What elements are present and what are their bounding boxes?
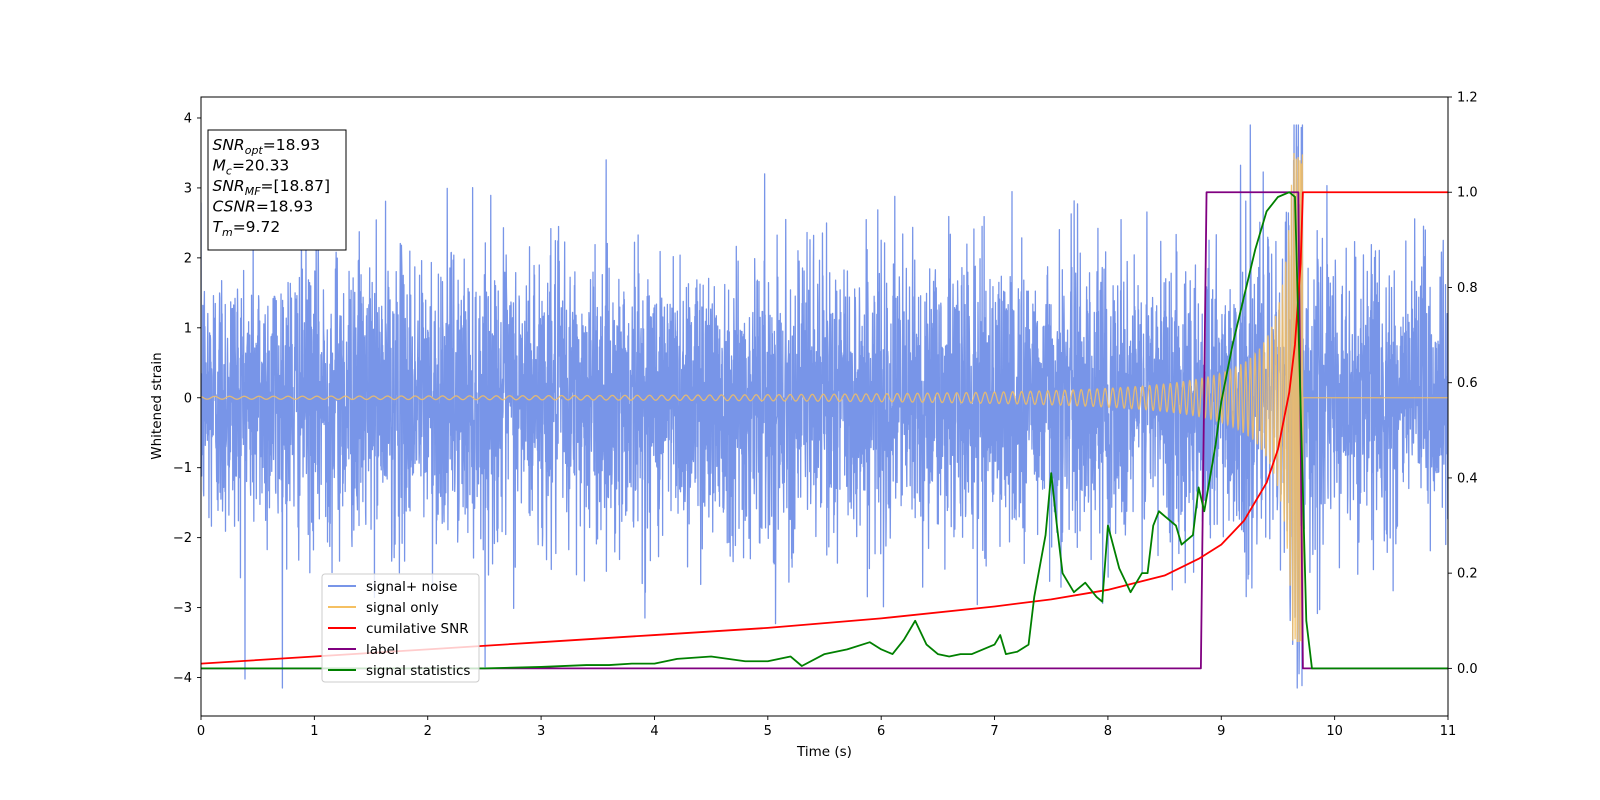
- y-right-tick-label: 0.4: [1457, 471, 1478, 486]
- x-tick-label: 11: [1440, 724, 1457, 739]
- x-tick-label: 2: [424, 724, 432, 739]
- axes-ticks: 0 1 2 3 4 5 6 7 8 9 10 11 −4 −3 −2 −1 0 1 2 3 4 0.0 0.2 0.4 0.6 0…: [173, 91, 1478, 740]
- series-signal-only: [201, 153, 1448, 643]
- y-left-tick-label: 4: [184, 111, 192, 126]
- x-tick-label: 10: [1326, 724, 1343, 739]
- x-tick-label: 4: [650, 724, 658, 739]
- annotation-box: SNRopt=18.93Mc=20.33SNRMF=[18.87]CSNR=18…: [207, 129, 347, 251]
- series-signal-plus-noise: [201, 124, 1448, 689]
- y-left-tick-label: 0: [184, 391, 192, 406]
- x-tick-label: 0: [197, 724, 205, 739]
- annotation-line: SNRMF=[18.87]: [213, 177, 331, 198]
- y-right-tick-label: 0.6: [1457, 376, 1478, 391]
- legend-label: signal statistics: [366, 663, 470, 679]
- annotation-line: Mc=20.33: [213, 157, 290, 178]
- plot-area: [201, 124, 1448, 689]
- y-right-tick-label: 1.0: [1457, 186, 1478, 201]
- legend-label: signal+ noise: [366, 579, 457, 595]
- x-tick-label: 3: [537, 724, 545, 739]
- y-left-tick-label: 1: [184, 321, 192, 336]
- y-left-tick-label: −1: [173, 461, 192, 476]
- x-tick-label: 9: [1217, 724, 1225, 739]
- x-tick-label: 5: [764, 724, 772, 739]
- y-right-tick-label: 0.2: [1457, 567, 1478, 582]
- annotation-frame: [207, 129, 347, 251]
- annotation-line: CSNR=18.93: [213, 198, 314, 216]
- y-left-tick-label: −2: [173, 531, 192, 546]
- legend-label: signal only: [366, 600, 439, 616]
- y-left-tick-label: 2: [184, 251, 192, 266]
- x-tick-label: 7: [990, 724, 998, 739]
- annotation-line: SNRopt=18.93: [213, 136, 321, 157]
- plot-frame: [200, 96, 1449, 717]
- legend-label: cumilative SNR: [366, 621, 469, 637]
- series-label: [201, 191, 1448, 670]
- y-left-tick-label: −3: [173, 601, 192, 616]
- annotation-line: Tm=9.72: [213, 218, 281, 239]
- x-tick-label: 6: [877, 724, 885, 739]
- legend: signal+ noise signal only cumilative SNR la…: [321, 573, 480, 683]
- y-right-tick-label: 0.0: [1457, 662, 1478, 677]
- x-tick-label: 8: [1104, 724, 1112, 739]
- series-signal-statistics: [201, 191, 1448, 670]
- y-right-tick-label: 1.2: [1457, 91, 1478, 106]
- x-axis-label: Time (s): [796, 744, 852, 760]
- x-tick-label: 1: [310, 724, 318, 739]
- y-left-tick-label: 3: [184, 181, 192, 196]
- legend-label: label: [366, 642, 399, 658]
- y-right-tick-label: 0.8: [1457, 281, 1478, 296]
- y-axis-label: Whitened strain: [149, 352, 165, 459]
- legend-frame: [321, 573, 480, 683]
- y-left-tick-label: −4: [173, 671, 192, 686]
